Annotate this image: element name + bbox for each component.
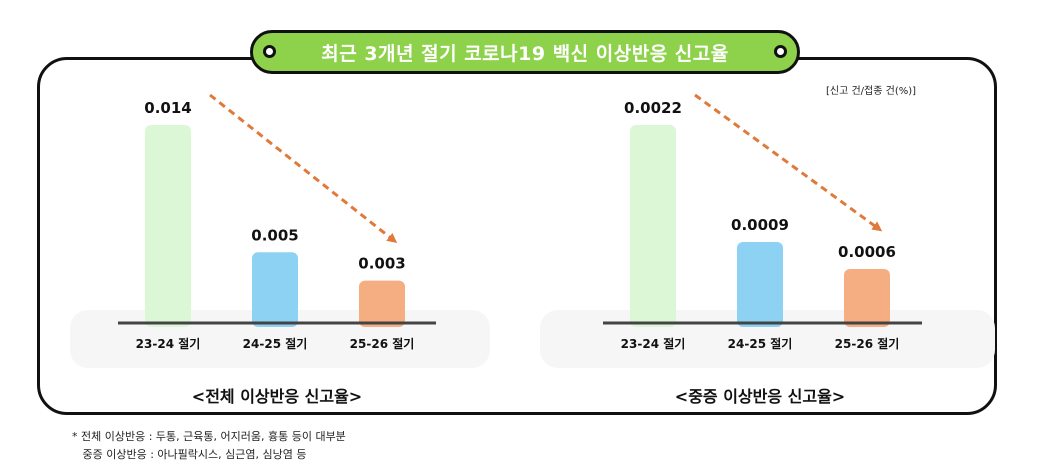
value-label: 0.003 [358,255,405,273]
footnote-total: * 전체 이상반응 : 두통, 근육통, 어지러움, 흉통 등이 대부분 [72,430,346,443]
bar-1 [630,125,676,327]
category-label: 23-24 절기 [621,336,686,351]
trend-arrow [694,93,883,232]
bar-2 [252,252,298,327]
bar-3 [844,269,890,327]
chart-title-severe: <중증 이상반응 신고율> [674,387,846,406]
value-label: 0.0009 [731,216,789,234]
trend-arrow [209,93,398,244]
page-title: 최근 3개년 절기 코로나19 백신 이상반응 신고율 [321,42,729,65]
left-dot-icon [263,45,276,58]
title-banner: 최근 3개년 절기 코로나19 백신 이상반응 신고율 [250,30,800,74]
bar-1 [145,125,191,327]
value-label: 0.0006 [838,243,896,261]
category-label: 23-24 절기 [136,336,201,351]
category-label: 24-25 절기 [243,336,308,351]
chart-title-total: <전체 이상반응 신고율> [191,387,363,406]
category-label: 25-26 절기 [835,336,900,351]
category-label: 25-26 절기 [350,336,415,351]
unit-note: [신고 건/접종 건(%)] [826,86,917,97]
right-dot-icon [774,45,787,58]
bar-3 [359,280,405,327]
value-label: 0.014 [144,99,191,117]
value-label: 0.0022 [624,99,682,117]
footnote-severe: 중증 이상반응 : 아나필락시스, 심근염, 심낭염 등 [72,448,307,461]
value-label: 0.005 [251,226,298,244]
category-label: 24-25 절기 [728,336,793,351]
bar-2 [737,242,783,327]
